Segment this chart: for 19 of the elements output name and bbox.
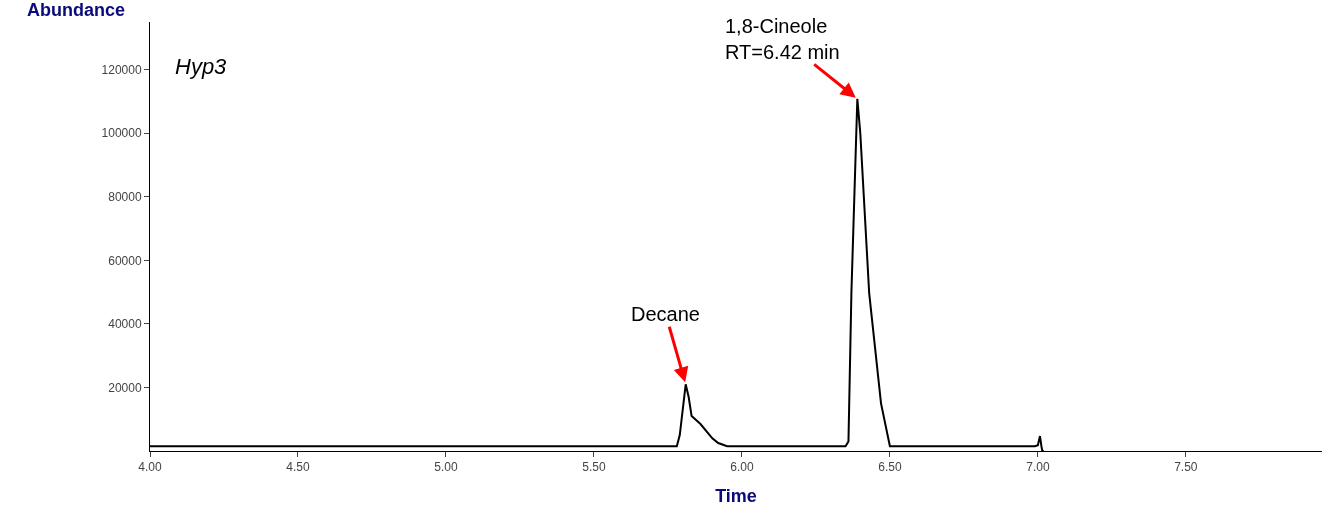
y-tick-label: 20000 — [108, 380, 142, 395]
y-tick-label: 100000 — [101, 126, 142, 141]
x-tick-label: 4.50 — [286, 460, 310, 475]
x-tick-label: 7.50 — [1174, 460, 1198, 475]
x-tick-label: 5.50 — [582, 460, 606, 475]
annotation: Hyp3 — [175, 54, 228, 79]
y-tick-label: 40000 — [108, 317, 142, 332]
y-tick-label: 60000 — [108, 253, 142, 268]
x-axis-title: Time — [715, 485, 757, 506]
y-axis-title: Abundance — [27, 0, 126, 20]
x-tick-label: 4.00 — [138, 460, 162, 475]
annotation: 1,8-Cineole RT=6.42 min — [725, 15, 840, 63]
y-tick-label: 80000 — [108, 189, 142, 204]
x-tick-label: 5.00 — [434, 460, 458, 475]
y-tick-label: 120000 — [101, 62, 142, 77]
annotation: Decane — [631, 303, 700, 325]
x-tick-label: 7.00 — [1026, 460, 1050, 475]
x-tick-label: 6.50 — [878, 460, 902, 475]
x-tick-label: 6.00 — [730, 460, 754, 475]
